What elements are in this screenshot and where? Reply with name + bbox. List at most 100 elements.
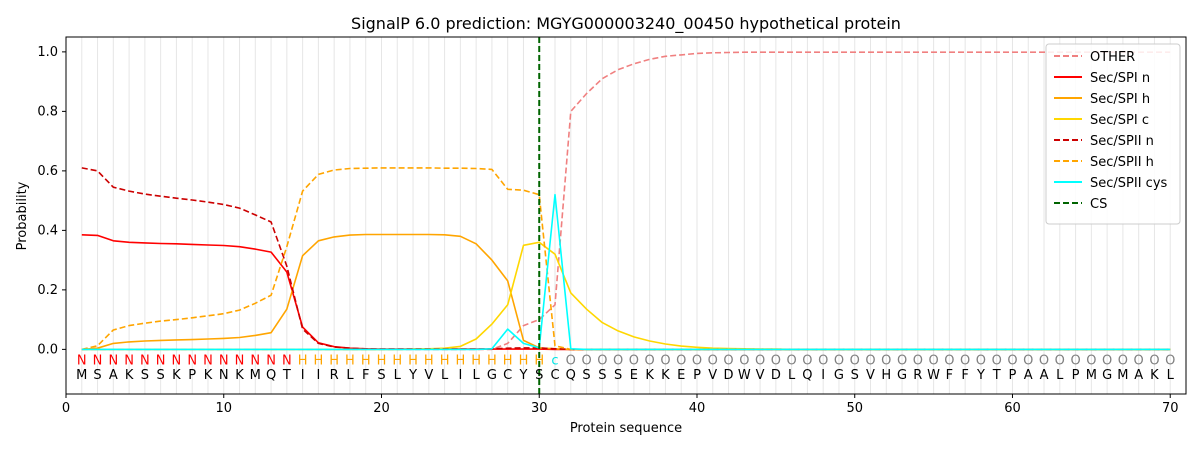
series-line (81, 233, 1171, 351)
legend-label: Sec/SPII h (1090, 155, 1154, 170)
region-label: H (534, 353, 544, 368)
region-label: H (471, 353, 481, 368)
gridlines (81, 37, 1171, 394)
residue-label: L (1167, 368, 1175, 383)
region-label: O (850, 353, 860, 368)
residue-label: G (1102, 368, 1112, 383)
residue-label: S (851, 368, 859, 383)
legend-label: OTHER (1090, 50, 1135, 65)
residue-label: S (582, 368, 590, 383)
x-tick-label: 0 (62, 401, 70, 416)
y-axis-label: Probability (15, 181, 30, 250)
region-label: N (219, 353, 229, 368)
region-label: H (487, 353, 497, 368)
residue-label: G (487, 368, 497, 383)
residue-label: G (897, 368, 907, 383)
residue-label: I (821, 368, 825, 383)
residue-label: G (834, 368, 844, 383)
residue-label: E (630, 368, 638, 383)
legend-label: Sec/SPII cys (1090, 176, 1168, 191)
residue-label: H (881, 368, 891, 383)
series-line (81, 167, 1171, 351)
residue-label: I (316, 368, 320, 383)
region-label: O (1149, 353, 1159, 368)
region-label: c (551, 353, 558, 368)
x-tick-label: 40 (689, 401, 706, 416)
residue-label: V (756, 368, 765, 383)
region-label: O (1102, 353, 1112, 368)
region-label: O (692, 353, 702, 368)
region-label: O (897, 353, 907, 368)
residue-label: V (708, 368, 717, 383)
region-label: O (802, 353, 812, 368)
y-tick-label: 0.8 (37, 104, 58, 119)
legend-box (1045, 43, 1181, 225)
residue-label: C (550, 368, 559, 383)
region-label: N (93, 353, 103, 368)
region-label: O (660, 353, 670, 368)
legend-label: CS (1090, 197, 1107, 212)
region-label: O (1055, 353, 1065, 368)
residue-label: Y (976, 368, 985, 383)
region-label: O (1039, 353, 1049, 368)
region-label: N (124, 353, 134, 368)
region-label: O (865, 353, 875, 368)
region-label: O (992, 353, 1002, 368)
x-tick-label: 60 (1004, 401, 1021, 416)
residue-label: K (172, 368, 181, 383)
residue-label: K (204, 368, 213, 383)
region-label: N (108, 353, 118, 368)
residue-label: V (866, 368, 875, 383)
region-label: O (581, 353, 591, 368)
region-label: N (203, 353, 213, 368)
residue-label: P (1009, 368, 1017, 383)
residue-label: R (913, 368, 922, 383)
x-tick-label: 30 (531, 401, 548, 416)
residue-label: S (377, 368, 385, 383)
region-label: O (1165, 353, 1175, 368)
region-label: O (708, 353, 718, 368)
region-label: N (235, 353, 245, 368)
residue-label: T (282, 368, 291, 383)
legend: OTHER Sec/SPI n Sec/SPI h Sec/SPI c Sec/SPII… (1045, 43, 1181, 225)
residue-label: I (458, 368, 462, 383)
region-label: O (834, 353, 844, 368)
region-label: O (597, 353, 607, 368)
region-label: O (1134, 353, 1144, 368)
region-label: O (723, 353, 733, 368)
residue-label: M (1117, 368, 1128, 383)
region-label: H (314, 353, 324, 368)
residue-label: K (645, 368, 654, 383)
axes: 0 10 20 30 40 50 60 70 0.0 0.2 0.4 0.6 0.8 1.0 (37, 45, 1178, 416)
plot-area-frame (65, 36, 1187, 395)
region-label: H (503, 353, 513, 368)
series-line (81, 241, 1171, 351)
residue-label: D (724, 368, 734, 383)
legend-label: Sec/SPI h (1090, 92, 1150, 107)
residue-label: Q (802, 368, 812, 383)
region-label: O (755, 353, 765, 368)
region-label: O (1070, 353, 1080, 368)
region-label: H (329, 353, 339, 368)
residue-label: V (424, 368, 433, 383)
region-label: O (1086, 353, 1096, 368)
y-tick-label: 0.0 (37, 342, 58, 357)
region-label: H (361, 353, 371, 368)
residue-label: K (661, 368, 670, 383)
region-label: H (519, 353, 529, 368)
region-label: N (77, 353, 87, 368)
legend-label: Sec/SPII n (1090, 134, 1154, 149)
residue-label: S (141, 368, 149, 383)
region-label: O (944, 353, 954, 368)
residue-label: N (219, 368, 229, 383)
region-label: O (645, 353, 655, 368)
region-label: H (345, 353, 355, 368)
residue-label: M (1086, 368, 1097, 383)
y-tick-label: 0.4 (37, 223, 58, 238)
residue-label: E (677, 368, 685, 383)
region-label: O (818, 353, 828, 368)
region-label: H (408, 353, 418, 368)
region-label: H (455, 353, 465, 368)
region-label: H (440, 353, 450, 368)
